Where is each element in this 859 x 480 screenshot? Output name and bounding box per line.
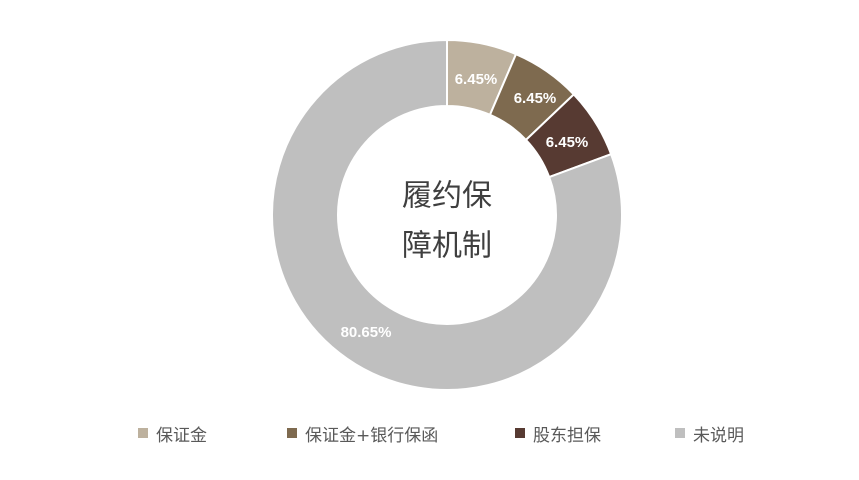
legend-label-deposit-bank-guarantee: 保证金+银行保函 [305,425,439,446]
center-title-line-2: 障机制 [402,229,492,264]
legend-swatch-unspecified [675,428,685,438]
legend-label-unspecified: 未说明 [693,425,744,446]
legend-item-deposit-bank-guarantee: 保证金+银行保函 [287,418,438,448]
value-label-deposit: 6.45% [455,71,498,88]
legend-item-shareholder-guarantee: 股东担保 [515,418,601,448]
value-label-deposit-bank-guarantee: 6.45% [514,90,557,107]
legend-swatch-deposit [138,428,148,438]
legend-item-deposit: 保证金 [138,418,207,448]
center-title-line-1: 履约保 [402,179,492,214]
chart-legend: 保证金 保证金+银行保函 股东担保 未说明 [0,418,859,448]
legend-swatch-deposit-bank-guarantee [287,428,297,438]
legend-label-deposit: 保证金 [156,425,207,446]
legend-label-shareholder-guarantee: 股东担保 [533,425,601,446]
legend-item-unspecified: 未说明 [675,418,744,448]
value-label-shareholder-guarantee: 6.45% [546,134,589,151]
slice-unspecified [271,38,623,391]
value-label-unspecified: 80.65% [341,324,392,341]
legend-swatch-shareholder-guarantee [515,428,525,438]
